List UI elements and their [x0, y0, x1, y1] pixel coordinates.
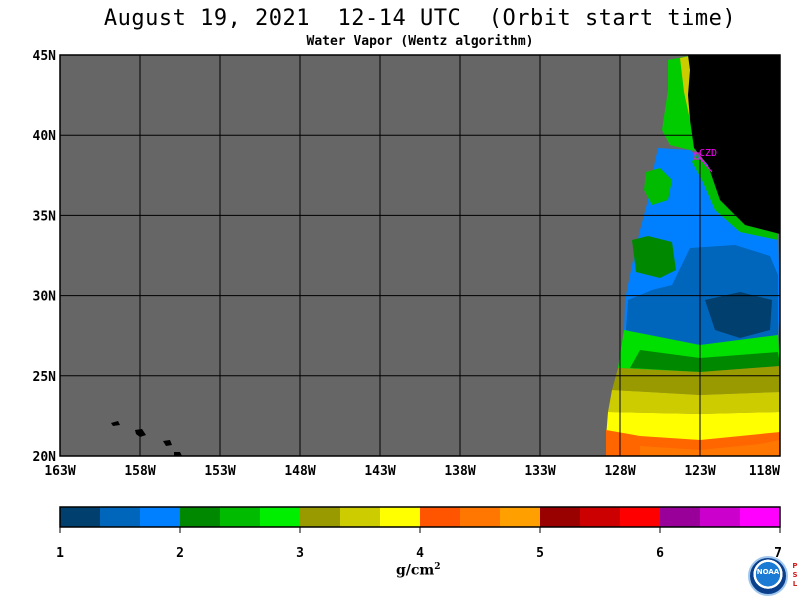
- colorbar-units: g/cm2: [396, 562, 441, 579]
- lon-label: 143W: [364, 464, 395, 479]
- colorbar-tick-label: 6: [656, 546, 664, 561]
- colorbar-swatch: [220, 507, 260, 527]
- map-frame: [59, 54, 781, 457]
- lon-label: 148W: [284, 464, 315, 479]
- field-band-north: [662, 56, 704, 152]
- map-gridlines: [60, 55, 780, 456]
- lon-label: 133W: [524, 464, 555, 479]
- noaa-logo: [748, 556, 788, 596]
- lon-label: 138W: [444, 464, 475, 479]
- colorbar-tick-label: 3: [296, 546, 304, 561]
- lat-label: 35N: [33, 209, 57, 224]
- lon-label: 163W: [44, 464, 75, 479]
- lat-label: 30N: [33, 290, 57, 305]
- lon-label: 118W: [749, 464, 780, 479]
- colorbar-swatch: [100, 507, 140, 527]
- colorbar-swatch: [260, 507, 300, 527]
- colorbar-tick-label: 5: [536, 546, 544, 561]
- lon-label: 158W: [124, 464, 155, 479]
- psl-logo: P S L: [792, 562, 798, 588]
- colorbar-swatch: [580, 507, 620, 527]
- plot-title: August 19, 2021 12-14 UTC (Orbit start t…: [103, 6, 737, 31]
- colorbar-swatch: [300, 507, 340, 527]
- noaa-logo-text: NOAA: [756, 568, 780, 576]
- colorbar-swatch: [740, 507, 780, 527]
- colorbar-swatch: [380, 507, 420, 527]
- colorbar-swatch: [460, 507, 500, 527]
- colorbar-tick-labels: 1 2 3 4 5 6 7: [56, 546, 782, 561]
- colorbar-tick-label: 1: [56, 546, 64, 561]
- field-band-olive: [612, 366, 780, 395]
- latitude-labels: 45N 40N 35N 30N 25N 20N: [33, 49, 57, 465]
- colorbar: [59, 506, 781, 533]
- colorbar-swatch: [140, 507, 180, 527]
- colorbar-swatch: [180, 507, 220, 527]
- lat-label: 20N: [33, 450, 57, 465]
- land-mask: [688, 55, 780, 234]
- lon-label: 123W: [684, 464, 715, 479]
- colorbar-swatch: [660, 507, 700, 527]
- colorbar-swatch: [60, 507, 100, 527]
- colorbar-swatch: [420, 507, 460, 527]
- colorbar-tick-label: 2: [176, 546, 184, 561]
- colorbar-swatch: [340, 507, 380, 527]
- station-label: CZD: [699, 148, 717, 159]
- station-marker-czd: CZD: [693, 148, 717, 173]
- colorbar-swatch: [500, 507, 540, 527]
- plot-subtitle: Water Vapor (Wentz algorithm): [306, 34, 534, 49]
- colorbar-swatch: [540, 507, 580, 527]
- lat-label: 40N: [33, 129, 57, 144]
- colorbar-tick-label: 4: [416, 546, 424, 561]
- water-vapor-field: [606, 56, 780, 456]
- longitude-labels: 163W 158W 153W 148W 143W 138W 133W 128W 123W 118W: [44, 464, 780, 479]
- colorbar-swatch: [620, 507, 660, 527]
- lon-label: 128W: [604, 464, 635, 479]
- lat-label: 45N: [33, 49, 57, 64]
- field-band-yellow: [606, 412, 780, 440]
- colorbar-tick-label: 7: [774, 546, 782, 561]
- colorbar-swatch: [700, 507, 740, 527]
- lon-label: 153W: [204, 464, 235, 479]
- lat-label: 25N: [33, 370, 57, 385]
